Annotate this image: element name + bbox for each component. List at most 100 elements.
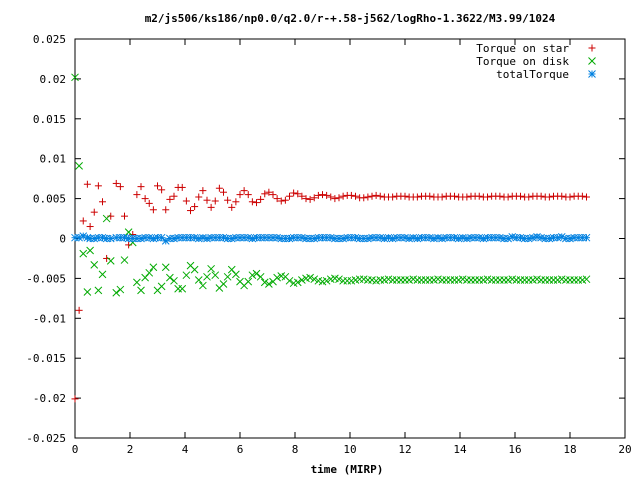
torque-on-star-point: [294, 190, 302, 198]
torque-on-disk-point: [421, 276, 430, 284]
torque-on-star-point: [228, 203, 236, 211]
x-tick-label: 20: [618, 443, 631, 456]
torque-on-star-point: [121, 212, 128, 220]
y-tick-label: -0.015: [26, 352, 66, 365]
torque-on-star-point: [240, 187, 248, 195]
torque-on-disk-point: [425, 276, 434, 284]
torque-on-star-point: [107, 212, 115, 220]
torque-on-star-point: [79, 217, 87, 225]
torque-on-star-point: [86, 223, 94, 231]
torque-on-star-point: [199, 187, 207, 195]
torque-on-star-point: [517, 192, 524, 200]
x-tick-label: 0: [72, 443, 79, 456]
torque-on-star-point: [145, 199, 153, 207]
torque-on-star-point: [360, 194, 368, 202]
torque-on-disk-point: [194, 276, 203, 284]
torque-on-disk-point: [491, 276, 500, 284]
y-tick-label: -0.02: [33, 392, 66, 405]
torque-on-star-point: [103, 254, 111, 262]
torque-on-disk-point: [71, 73, 79, 82]
torque-on-star-point: [125, 241, 133, 249]
torque-on-star-point: [90, 208, 98, 216]
torque-on-disk-point: [90, 260, 99, 269]
torque-on-star-point: [224, 196, 232, 204]
torque-on-disk-point: [388, 276, 397, 284]
torque-on-disk-point: [298, 276, 306, 284]
torque-on-disk-point: [174, 284, 182, 293]
legend-label-torque-on-disk: Torque on disk: [476, 55, 569, 68]
torque-on-star-point: [261, 190, 269, 198]
legend: Torque on star Torque on disk totalTorqu…: [476, 42, 596, 81]
torque-on-disk-point: [182, 271, 191, 280]
torque-on-star-point: [525, 193, 533, 201]
x-tick-label: 2: [127, 443, 134, 456]
chart-title: m2/js506/ks186/np0.0/q2.0/r-+.58-j562/lo…: [145, 12, 556, 25]
y-tick-label: -0.01: [33, 312, 66, 325]
torque-on-disk-point: [170, 276, 178, 285]
y-tick-label: 0: [59, 233, 66, 246]
torque-on-disk-point: [116, 285, 125, 294]
torque-on-disk-point: [471, 276, 479, 284]
torque-on-star-point: [195, 193, 203, 201]
torque-on-disk-point: [207, 264, 215, 273]
torque-on-star-point: [451, 192, 458, 200]
torque-on-star-point: [71, 395, 79, 403]
torque-on-star-point: [475, 192, 483, 200]
torque-on-disk-point: [549, 276, 558, 284]
torque-on-disk-point: [199, 281, 207, 290]
torque-on-star-point: [281, 196, 289, 204]
x-tick-label: 18: [563, 443, 576, 456]
totaltorque-point: [516, 233, 525, 242]
torque-on-star-point: [94, 182, 102, 190]
torque-on-disk-point: [516, 276, 525, 284]
torque-on-disk-point: [265, 280, 273, 288]
torque-on-star-point: [335, 194, 343, 202]
torque-on-star-point: [75, 306, 83, 314]
torque-on-disk-point: [285, 276, 294, 285]
torque-on-star-point: [323, 191, 331, 199]
torque-on-disk-point: [512, 276, 521, 284]
torque-on-disk-point: [79, 249, 88, 258]
torque-on-star-point: [273, 195, 281, 203]
torque-on-star-point: [257, 195, 265, 203]
torque-on-disk-point: [570, 276, 578, 284]
torque-on-star-point: [352, 192, 359, 200]
torque-on-disk-point: [475, 276, 484, 284]
torque-on-disk-point: [541, 276, 550, 284]
torque-on-disk-point: [306, 273, 314, 282]
torque-on-disk-point: [392, 276, 401, 284]
torque-on-star-point: [376, 192, 384, 200]
torque-on-disk-point: [487, 276, 496, 284]
torque-on-star-point: [290, 189, 298, 197]
totaltorque-point: [384, 233, 393, 242]
torque-on-disk-point: [335, 275, 343, 284]
torque-on-star-point: [314, 191, 322, 199]
torque-on-star-point: [187, 207, 194, 215]
torque-on-star-point: [211, 197, 219, 205]
torque-on-star-point: [83, 180, 91, 188]
torque-on-star-point: [302, 195, 310, 203]
y-tick-label: 0.005: [33, 193, 66, 206]
torque-on-star-point: [331, 195, 339, 203]
torque-on-star-point: [277, 197, 285, 205]
torque-on-star-point: [578, 192, 586, 200]
torque-on-star-point: [327, 193, 335, 201]
torque-on-star-point: [545, 193, 553, 201]
x-axis-label: time (MIRP): [311, 463, 384, 476]
torque-on-star-point: [269, 191, 277, 199]
torque-on-star-point: [496, 192, 504, 200]
torque-on-disk-point: [413, 276, 422, 284]
torque-on-disk-point: [86, 246, 94, 255]
torque-on-disk-point: [102, 214, 111, 223]
torque-on-star-point: [558, 192, 566, 200]
torque-on-disk-point: [310, 275, 319, 284]
x-tick-label: 12: [398, 443, 411, 456]
torque-on-star-point: [438, 193, 446, 201]
torque-on-disk-point: [417, 276, 426, 284]
torque-on-star-point: [389, 193, 397, 201]
torque-on-disk-point: [397, 276, 405, 284]
torque-on-disk-point: [223, 272, 232, 281]
x-tick-label: 16: [508, 443, 521, 456]
torque-on-disk-point: [260, 278, 269, 287]
